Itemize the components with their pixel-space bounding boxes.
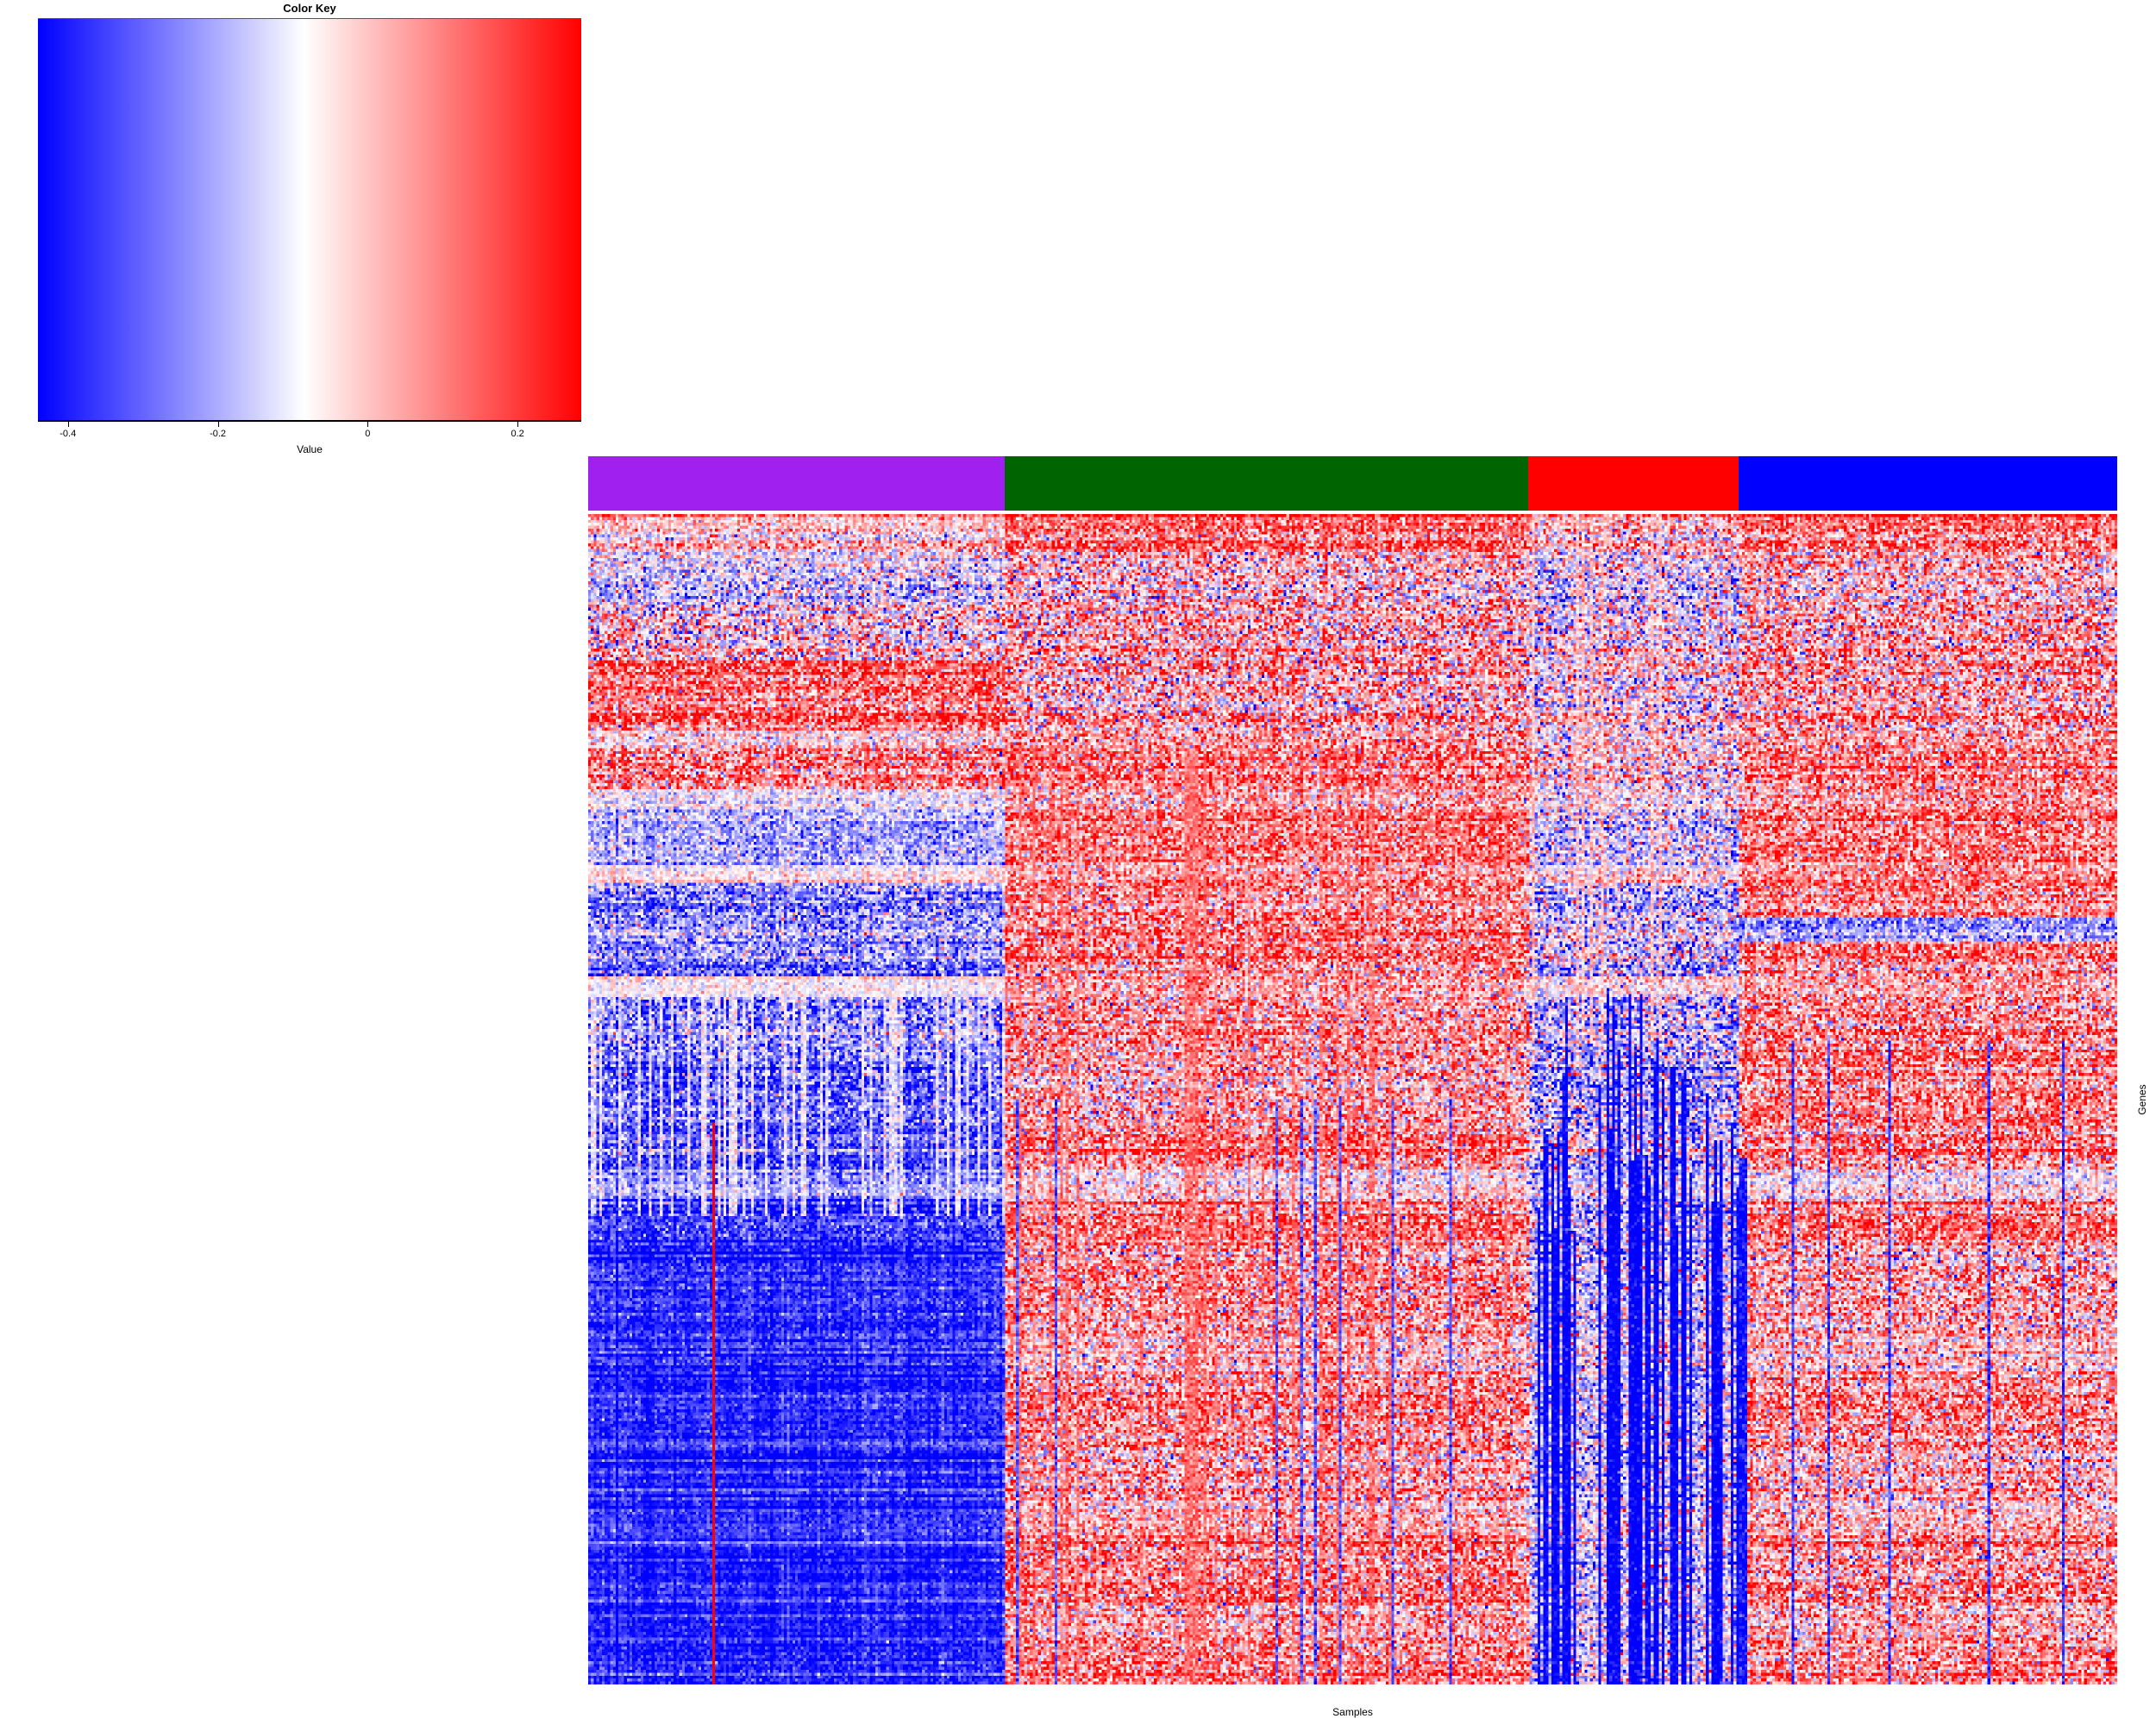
sidebar-segment-group-darkgreen — [1005, 456, 1528, 511]
color-key-axis-title: Value — [297, 443, 323, 455]
color-key-tick — [517, 422, 519, 427]
sidebar-segment-group-blue — [1739, 456, 2117, 511]
samples-axis-label: Samples — [1332, 1706, 1373, 1718]
sidebar-segment-group-red — [1528, 456, 1739, 511]
color-key-tick — [367, 422, 369, 427]
color-key-tick-label: 0 — [365, 429, 371, 439]
sidebar-segment-group-purple — [588, 456, 1005, 511]
color-key-axis-line — [38, 420, 581, 422]
heatmap-canvas — [588, 514, 2117, 1684]
color-key-tick-label: 0.2 — [511, 429, 524, 439]
color-key-tick — [67, 422, 69, 427]
color-key-tick-label: -0.2 — [210, 429, 227, 439]
color-key-tick — [217, 422, 219, 427]
color-key-title: Color Key — [283, 2, 336, 15]
color-key-tick-label: -0.4 — [60, 429, 77, 439]
genes-axis-label: Genes — [2136, 1084, 2148, 1115]
color-key-gradient — [38, 18, 581, 421]
column-group-sidebar — [588, 456, 2117, 511]
